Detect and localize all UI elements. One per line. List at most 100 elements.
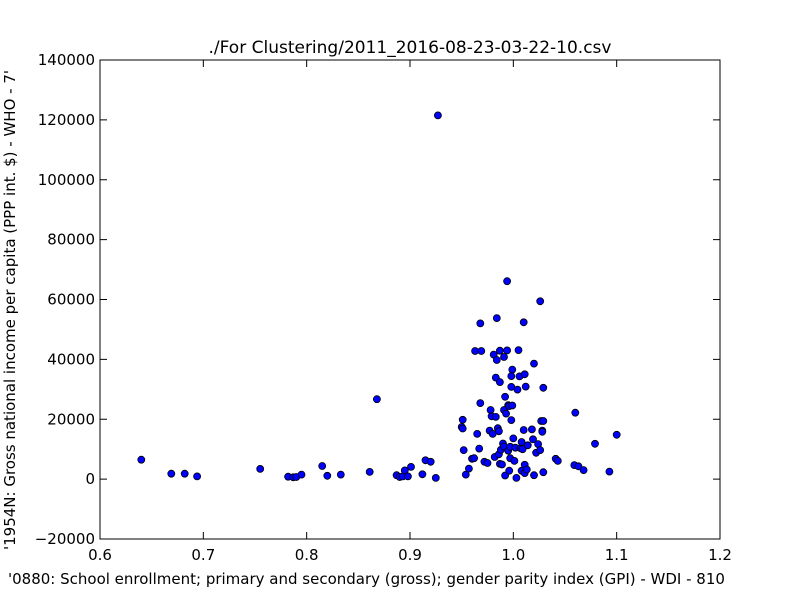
data-point bbox=[507, 372, 516, 381]
data-point bbox=[510, 456, 519, 465]
data-point bbox=[530, 471, 538, 480]
data-point bbox=[522, 465, 531, 474]
data-point bbox=[433, 111, 442, 120]
data-point bbox=[502, 409, 511, 418]
data-point bbox=[509, 434, 518, 443]
data-point bbox=[167, 469, 176, 478]
data-point bbox=[579, 466, 588, 475]
data-point bbox=[492, 356, 501, 364]
data-point bbox=[492, 314, 501, 323]
data-point bbox=[475, 444, 484, 453]
data-point bbox=[498, 460, 506, 469]
data-point bbox=[458, 424, 467, 433]
data-point bbox=[459, 446, 468, 455]
data-point bbox=[612, 430, 621, 439]
data-point bbox=[571, 408, 580, 417]
x-tick-label: 1.2 bbox=[708, 546, 732, 564]
data-point bbox=[486, 406, 495, 414]
data-point bbox=[403, 472, 412, 481]
data-point bbox=[495, 346, 504, 355]
data-point bbox=[508, 401, 517, 410]
data-point bbox=[507, 416, 516, 425]
data-point bbox=[530, 359, 538, 368]
data-point bbox=[518, 445, 527, 454]
data-point bbox=[521, 382, 530, 391]
data-point bbox=[256, 464, 265, 473]
data-point bbox=[426, 457, 435, 466]
data-point bbox=[536, 297, 545, 306]
data-point bbox=[137, 455, 146, 464]
data-point bbox=[501, 392, 510, 401]
y-tick-label: 100000 bbox=[38, 171, 95, 189]
data-point bbox=[605, 467, 614, 476]
x-tick-label: 1.0 bbox=[501, 546, 525, 564]
x-axis-label: '0880: School enrollment; primary and se… bbox=[8, 570, 725, 588]
data-point bbox=[508, 365, 517, 374]
data-point bbox=[574, 462, 583, 471]
data-point bbox=[318, 462, 327, 470]
data-point bbox=[180, 469, 189, 478]
data-point bbox=[500, 353, 508, 361]
data-point bbox=[529, 435, 537, 444]
y-tick-label: −20000 bbox=[35, 530, 95, 548]
data-point bbox=[193, 472, 202, 481]
data-point bbox=[323, 471, 332, 480]
data-point bbox=[520, 370, 529, 379]
data-point bbox=[297, 470, 306, 479]
data-point bbox=[505, 466, 514, 475]
data-point bbox=[539, 468, 548, 477]
data-point bbox=[519, 318, 528, 327]
data-point bbox=[512, 473, 521, 482]
data-point bbox=[470, 454, 479, 463]
y-tick-label: 140000 bbox=[38, 51, 95, 69]
chart-title: ./For Clustering/2011_2016-08-23-03-22-1… bbox=[209, 38, 612, 58]
data-point bbox=[464, 464, 473, 473]
data-point bbox=[495, 378, 504, 387]
y-tick-label: 40000 bbox=[47, 350, 95, 368]
data-point bbox=[503, 346, 512, 355]
data-point bbox=[336, 470, 345, 479]
data-point bbox=[591, 439, 599, 448]
data-point bbox=[477, 347, 486, 355]
data-point bbox=[494, 427, 503, 436]
data-point bbox=[418, 470, 427, 479]
data-point bbox=[536, 446, 545, 455]
data-point bbox=[491, 412, 500, 421]
x-tick-label: 0.8 bbox=[295, 546, 319, 564]
data-point bbox=[503, 277, 512, 286]
data-point bbox=[400, 466, 409, 475]
data-point bbox=[365, 467, 374, 476]
y-tick-label: 60000 bbox=[47, 291, 95, 309]
points-layer bbox=[137, 111, 621, 482]
data-point bbox=[553, 456, 562, 465]
y-tick-label: 20000 bbox=[47, 410, 95, 428]
data-point bbox=[528, 425, 536, 434]
data-point bbox=[538, 427, 547, 436]
data-point bbox=[407, 462, 415, 471]
data-point bbox=[514, 346, 523, 355]
x-tick-label: 1.1 bbox=[605, 546, 629, 564]
data-point bbox=[523, 441, 532, 450]
x-tick-label: 0.6 bbox=[88, 546, 112, 564]
data-point bbox=[513, 385, 522, 394]
data-point bbox=[539, 383, 548, 392]
data-point bbox=[372, 395, 381, 404]
y-tick-label: 120000 bbox=[38, 111, 95, 129]
data-point bbox=[473, 429, 482, 438]
data-point bbox=[539, 417, 548, 425]
x-tick-label: 0.7 bbox=[191, 546, 215, 564]
x-tick-label: 0.9 bbox=[398, 546, 422, 564]
data-point bbox=[476, 399, 485, 408]
data-point bbox=[483, 459, 492, 467]
data-point bbox=[431, 473, 440, 482]
data-point bbox=[461, 470, 470, 479]
y-tick-label: 0 bbox=[85, 470, 95, 488]
data-point bbox=[458, 415, 467, 424]
y-tick-label: 80000 bbox=[47, 231, 95, 249]
data-point bbox=[519, 426, 528, 434]
ticks-layer: 0.6 0.7 0.8 0.9 1.0 1.1 1.2 −20000 0 20000 40000 60… bbox=[35, 51, 732, 564]
y-axis-label: '1954N: Gross national income per capita… bbox=[1, 70, 19, 550]
